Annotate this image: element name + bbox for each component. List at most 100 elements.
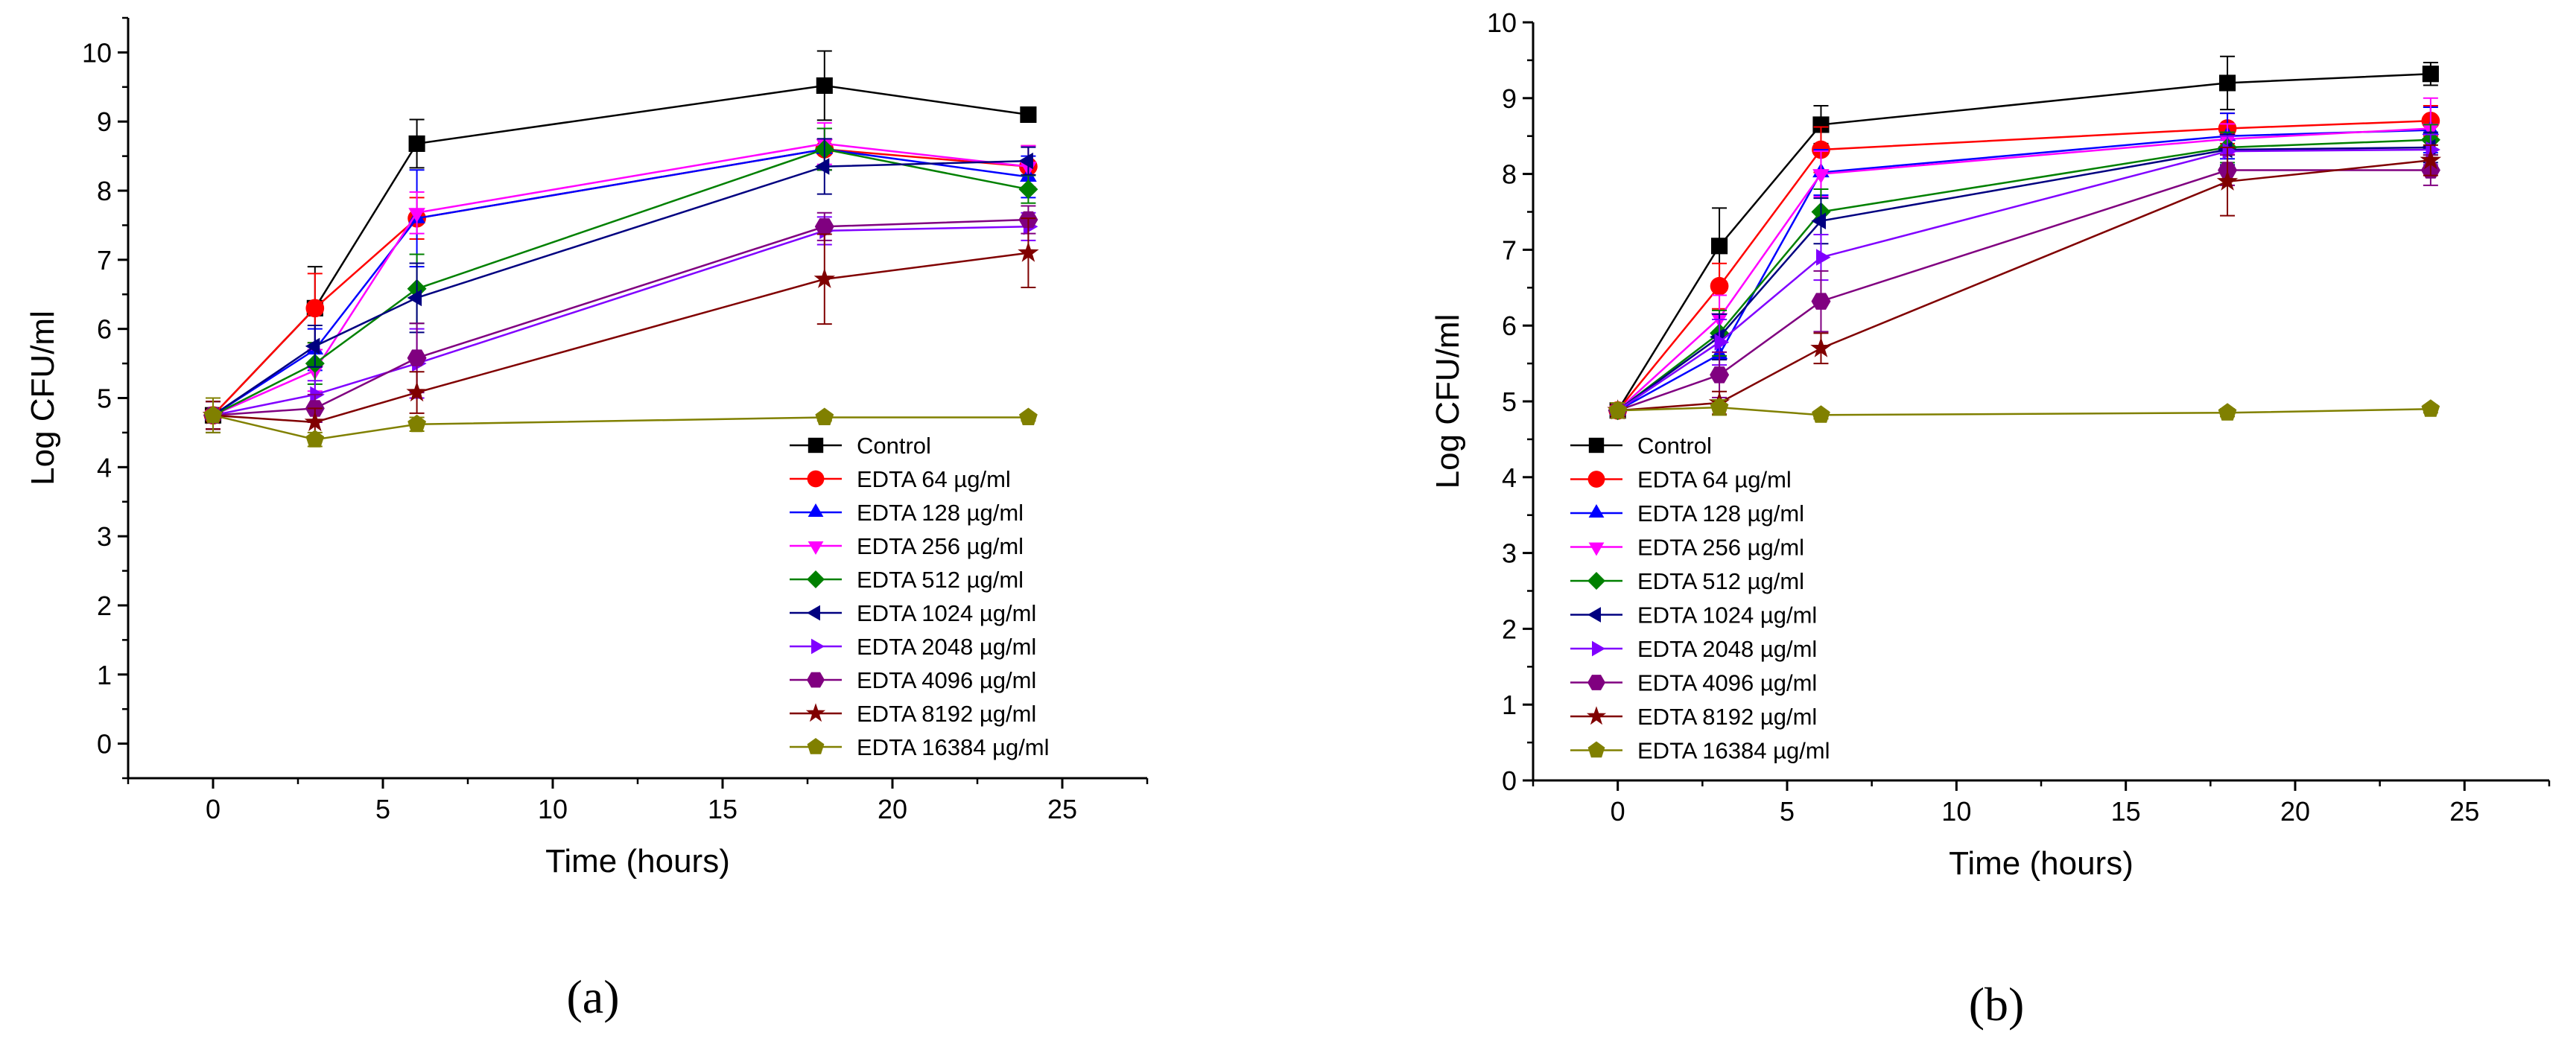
b-legend-label: EDTA 128 µg/ml bbox=[1637, 500, 1804, 526]
a-legend-item: EDTA 2048 µg/ml bbox=[790, 634, 1036, 660]
a-legend-marker bbox=[807, 738, 825, 754]
b-data-point bbox=[1608, 401, 1627, 419]
a-series-line bbox=[212, 148, 1029, 416]
a-series-edta-8192 bbox=[202, 217, 1039, 437]
b-legend-marker bbox=[1587, 471, 1605, 488]
b-series-edta-64 bbox=[1608, 104, 2440, 420]
a-legend-item: EDTA 64 µg/ml bbox=[790, 466, 1011, 492]
a-y-axis-title: Log CFU/ml bbox=[25, 311, 61, 486]
a-series-edta-16384 bbox=[203, 397, 1038, 448]
b-legend: Control EDTA 64 µg/ml EDTA 128 µg/ml EDTA 2… bbox=[1570, 433, 1830, 764]
a-x-tick-label: 20 bbox=[878, 794, 907, 824]
a-legend-marker bbox=[808, 541, 824, 555]
a-legend-item: Control bbox=[790, 433, 931, 459]
b-legend-item: Control bbox=[1570, 433, 1712, 459]
a-legend-marker bbox=[808, 437, 824, 454]
b-legend-marker bbox=[1588, 542, 1605, 556]
a-data-point bbox=[1020, 106, 1037, 123]
b-y-tick-label: 10 bbox=[1487, 7, 1517, 38]
b-panel-label: (b) bbox=[1969, 978, 2025, 1031]
a-data-point bbox=[814, 158, 830, 175]
b-x-tick-label: 10 bbox=[1941, 796, 1971, 827]
b-legend-marker bbox=[1592, 640, 1605, 657]
b-data-point bbox=[1816, 249, 1831, 266]
a-series-edta-512 bbox=[203, 127, 1038, 430]
a-legend-item: EDTA 4096 µg/ml bbox=[790, 667, 1036, 693]
a-legend-marker bbox=[807, 672, 825, 688]
b-data-point bbox=[1710, 276, 1729, 296]
a-data-point bbox=[1018, 241, 1039, 262]
b-series-edta-2048 bbox=[1610, 133, 2440, 419]
b-legend-marker bbox=[1587, 607, 1601, 623]
a-panel-label: (a) bbox=[566, 970, 619, 1023]
a-legend-marker bbox=[811, 638, 825, 655]
chart-panel-a: 0 5 10 15 20 25 0 1 2 3 4 5 6 7 8 9 10 Time (hours) Log CF… bbox=[25, 16, 1149, 1023]
a-y-tick-label: 1 bbox=[97, 660, 112, 690]
b-legend-marker bbox=[1588, 504, 1605, 518]
b-series-line bbox=[1617, 159, 2431, 412]
a-legend-item: EDTA 16384 µg/ml bbox=[790, 734, 1050, 760]
b-data-point bbox=[2420, 149, 2442, 170]
b-legend-marker bbox=[1588, 437, 1605, 454]
a-series-line bbox=[212, 84, 1029, 416]
a-legend-marker bbox=[808, 503, 824, 517]
a-legend-label: EDTA 4096 µg/ml bbox=[857, 667, 1036, 693]
b-data-point bbox=[1710, 398, 1729, 416]
a-data-point bbox=[305, 299, 325, 318]
a-legend-label: Control bbox=[857, 433, 931, 459]
b-x-tick-label: 25 bbox=[2449, 796, 2479, 827]
b-legend-item: EDTA 256 µg/ml bbox=[1570, 535, 1804, 561]
a-y-tick-label: 0 bbox=[97, 729, 112, 760]
a-x-tick-label: 0 bbox=[206, 794, 221, 824]
b-data-point bbox=[2219, 74, 2236, 92]
b-x-tick-label: 15 bbox=[2111, 796, 2141, 827]
a-data-point bbox=[816, 77, 833, 95]
b-y-tick-label: 0 bbox=[1502, 766, 1517, 796]
a-data-point bbox=[1019, 407, 1038, 425]
b-legend-item: EDTA 2048 µg/ml bbox=[1570, 636, 1817, 662]
b-legend-item: EDTA 16384 µg/ml bbox=[1570, 738, 1830, 764]
b-data-point bbox=[1811, 293, 1831, 310]
b-y-tick-label: 3 bbox=[1502, 538, 1517, 569]
a-x-tick-label: 10 bbox=[538, 794, 568, 824]
a-series-control bbox=[204, 50, 1037, 433]
b-series-line bbox=[1617, 148, 2431, 412]
b-legend-marker bbox=[1587, 741, 1605, 758]
b-y-tick-label: 2 bbox=[1502, 614, 1517, 644]
a-data-point bbox=[408, 208, 425, 223]
b-data-point bbox=[2421, 399, 2440, 417]
a-y-tick-label: 9 bbox=[97, 106, 112, 137]
a-x-tick-label: 25 bbox=[1047, 794, 1077, 824]
b-y-tick-label: 4 bbox=[1502, 462, 1517, 493]
b-data-point bbox=[1714, 334, 1730, 351]
a-data-point bbox=[407, 349, 427, 366]
b-data-point bbox=[1811, 212, 1826, 229]
b-legend-label: Control bbox=[1637, 433, 1712, 459]
a-legend-item: EDTA 1024 µg/ml bbox=[790, 600, 1036, 626]
a-series-line bbox=[212, 159, 1029, 416]
b-legend-label: EDTA 8192 µg/ml bbox=[1637, 704, 1817, 730]
a-series-edta-2048 bbox=[206, 211, 1038, 430]
a-legend: Control EDTA 64 µg/ml EDTA 128 µg/ml EDTA 2… bbox=[790, 433, 1050, 760]
a-data-point bbox=[407, 289, 422, 307]
a-legend-marker bbox=[807, 605, 820, 621]
b-series-edta-1024 bbox=[1608, 131, 2438, 419]
a-y-tick-label: 3 bbox=[97, 521, 112, 552]
a-y-tick-label: 8 bbox=[97, 176, 112, 206]
a-data-point bbox=[815, 407, 834, 425]
a-y-tick-label: 7 bbox=[97, 245, 112, 276]
a-data-point bbox=[1018, 152, 1033, 170]
b-legend-label: EDTA 2048 µg/ml bbox=[1637, 636, 1817, 662]
b-y-tick-label: 5 bbox=[1502, 386, 1517, 417]
a-legend-label: EDTA 64 µg/ml bbox=[857, 466, 1011, 492]
b-y-tick-label: 1 bbox=[1502, 690, 1517, 720]
b-series-edta-16384 bbox=[1608, 398, 2440, 423]
b-legend-item: EDTA 64 µg/ml bbox=[1570, 467, 1792, 493]
a-series-edta-128 bbox=[204, 127, 1037, 430]
b-data-point bbox=[1710, 366, 1730, 384]
a-series-edta-1024 bbox=[203, 138, 1036, 430]
a-legend-label: EDTA 256 µg/ml bbox=[857, 533, 1024, 559]
a-data-point bbox=[406, 381, 428, 402]
a-series-line bbox=[212, 218, 1029, 416]
